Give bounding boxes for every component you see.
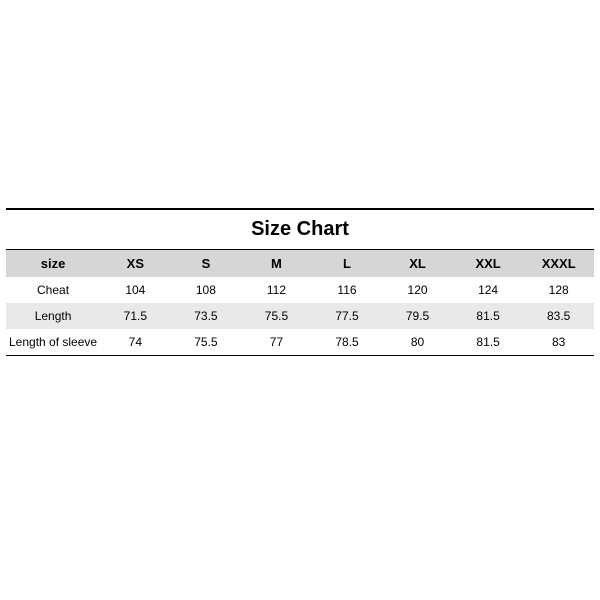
- cell: 81.5: [453, 329, 524, 356]
- cell: 77.5: [312, 303, 383, 329]
- col-header: XXL: [453, 250, 524, 278]
- cell: 128: [523, 277, 594, 303]
- col-header: L: [312, 250, 383, 278]
- cell: 83: [523, 329, 594, 356]
- col-header: S: [171, 250, 242, 278]
- row-label: Length of sleeve: [6, 329, 100, 356]
- cell: 124: [453, 277, 524, 303]
- row-label: Length: [6, 303, 100, 329]
- table-row: Cheat 104 108 112 116 120 124 128: [6, 277, 594, 303]
- size-chart-container: Size Chart size XS S M L XL XXL XXXL Che…: [6, 208, 594, 356]
- cell: 77: [241, 329, 312, 356]
- col-header: XL: [382, 250, 453, 278]
- canvas: Size Chart size XS S M L XL XXL XXXL Che…: [0, 0, 600, 600]
- table-title: Size Chart: [6, 209, 594, 250]
- header-label: size: [6, 250, 100, 278]
- cell: 81.5: [453, 303, 524, 329]
- size-chart-table: Size Chart size XS S M L XL XXL XXXL Che…: [6, 208, 594, 356]
- cell: 78.5: [312, 329, 383, 356]
- row-label: Cheat: [6, 277, 100, 303]
- cell: 75.5: [241, 303, 312, 329]
- cell: 116: [312, 277, 383, 303]
- cell: 112: [241, 277, 312, 303]
- table-row: Length of sleeve 74 75.5 77 78.5 80 81.5…: [6, 329, 594, 356]
- cell: 108: [171, 277, 242, 303]
- cell: 73.5: [171, 303, 242, 329]
- col-header: XS: [100, 250, 171, 278]
- cell: 75.5: [171, 329, 242, 356]
- col-header: M: [241, 250, 312, 278]
- cell: 80: [382, 329, 453, 356]
- cell: 83.5: [523, 303, 594, 329]
- col-header: XXXL: [523, 250, 594, 278]
- header-row: size XS S M L XL XXL XXXL: [6, 250, 594, 278]
- cell: 120: [382, 277, 453, 303]
- cell: 104: [100, 277, 171, 303]
- cell: 74: [100, 329, 171, 356]
- cell: 79.5: [382, 303, 453, 329]
- cell: 71.5: [100, 303, 171, 329]
- title-row: Size Chart: [6, 209, 594, 250]
- table-row: Length 71.5 73.5 75.5 77.5 79.5 81.5 83.…: [6, 303, 594, 329]
